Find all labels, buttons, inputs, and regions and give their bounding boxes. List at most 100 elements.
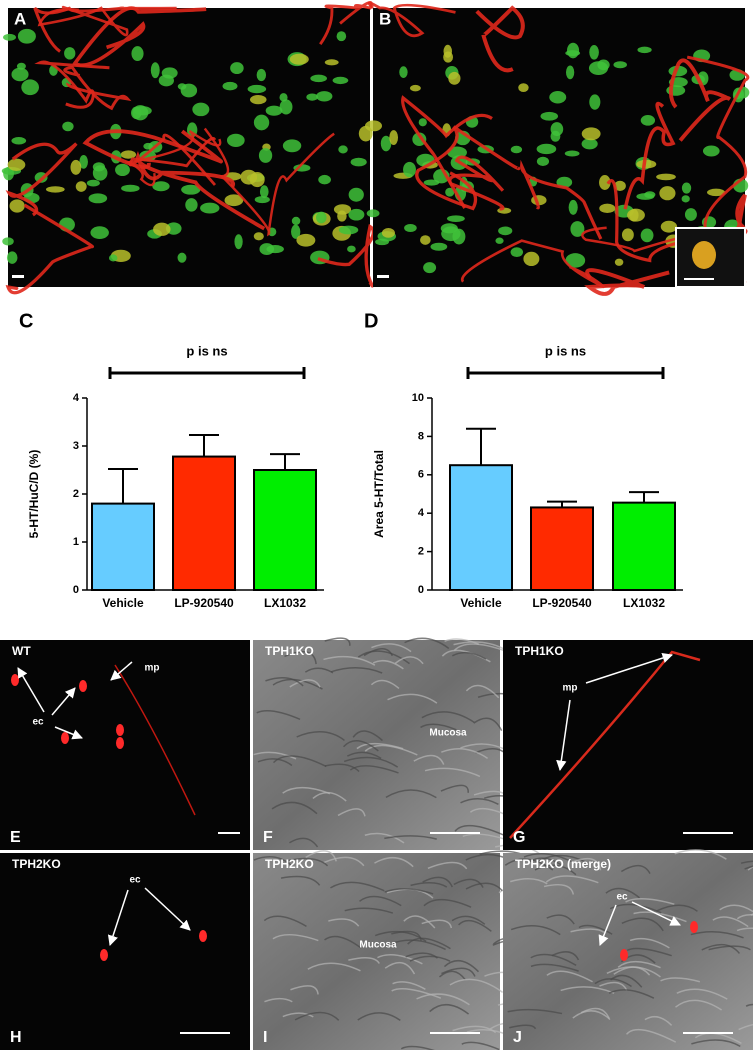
texture [570, 928, 605, 933]
cell [644, 191, 656, 199]
bar [91, 502, 155, 592]
x-tick-label: LP-920540 [532, 596, 592, 610]
annotation: Mucosa [429, 728, 467, 739]
panel-label: B [379, 9, 391, 28]
texture [253, 751, 297, 760]
cell [660, 220, 678, 233]
cell [338, 225, 359, 235]
texture [451, 915, 486, 925]
cell [702, 145, 720, 157]
texture [736, 914, 753, 920]
y-tick-label: 0 [73, 584, 79, 596]
cell [121, 184, 140, 192]
texture [384, 961, 416, 975]
cell [90, 226, 109, 240]
cell [518, 83, 529, 92]
cell [448, 71, 461, 85]
cell [614, 258, 624, 266]
cell [131, 46, 144, 61]
texture [610, 974, 643, 988]
y-tick-label: 2 [73, 488, 79, 500]
cell [79, 155, 88, 169]
cell [333, 204, 352, 215]
cell [588, 61, 609, 75]
texture [423, 898, 472, 908]
panel-title: TPH2KO [265, 857, 314, 871]
texture [271, 801, 318, 815]
fiber [203, 127, 335, 237]
y-tick-label: 3 [73, 440, 79, 452]
cell [247, 84, 267, 94]
texture [374, 857, 414, 868]
cell [253, 114, 270, 131]
cell [568, 199, 578, 215]
cell [185, 198, 198, 212]
texture [747, 866, 753, 871]
cell [88, 193, 108, 204]
cell [627, 208, 645, 222]
cell [158, 74, 174, 87]
fiber [5, 142, 78, 217]
texture [264, 997, 293, 1003]
texture [344, 907, 394, 914]
texture [324, 935, 362, 949]
panel-label: H [10, 1029, 22, 1046]
fiber [5, 203, 95, 295]
micrograph [503, 853, 753, 1050]
arrow [556, 699, 571, 772]
cell [70, 159, 82, 175]
fiber [460, 239, 605, 289]
texture [538, 854, 586, 863]
nerve [509, 650, 701, 839]
texture [560, 986, 615, 994]
cell [613, 61, 627, 69]
x-tick-label: LP-920540 [174, 596, 234, 610]
cell [423, 179, 440, 186]
texture [738, 1023, 753, 1031]
panel-title: TPH2KO [12, 857, 61, 871]
micrograph [8, 8, 370, 287]
cell [347, 245, 356, 253]
arrow [54, 726, 83, 740]
texture [272, 755, 327, 768]
arrow [107, 889, 129, 946]
cell [131, 106, 142, 120]
fiber [34, 60, 110, 109]
y-axis-label: 5-HT/HuC/D (%) [27, 450, 41, 539]
texture [530, 953, 577, 966]
cell [636, 159, 657, 169]
cell [350, 157, 367, 167]
cell [404, 223, 417, 233]
texture [608, 989, 655, 999]
cell [291, 216, 301, 226]
texture [609, 903, 662, 914]
cell [332, 76, 349, 85]
bar [449, 464, 513, 592]
texture [330, 881, 385, 892]
cell [92, 165, 108, 181]
texture [420, 723, 457, 731]
texture [407, 937, 451, 950]
cell [240, 169, 258, 185]
texture [454, 824, 504, 836]
texture [364, 744, 418, 756]
texture [405, 952, 439, 959]
arrow [110, 661, 133, 681]
texture [461, 1041, 500, 1050]
ec-cell [116, 737, 124, 749]
cell [279, 99, 293, 115]
micrograph [253, 853, 500, 1050]
cell [423, 262, 437, 274]
cell [536, 156, 550, 166]
cell [289, 53, 309, 65]
y-tick-label: 6 [418, 469, 424, 481]
panel-title: WT [12, 644, 31, 658]
texture [736, 927, 753, 932]
cell [282, 139, 302, 153]
texture [690, 930, 744, 939]
y-tick-label: 2 [418, 546, 424, 558]
fiber [448, 155, 505, 211]
inset-cell [692, 241, 716, 269]
texture [289, 837, 319, 848]
significance: p is ns [545, 343, 586, 358]
